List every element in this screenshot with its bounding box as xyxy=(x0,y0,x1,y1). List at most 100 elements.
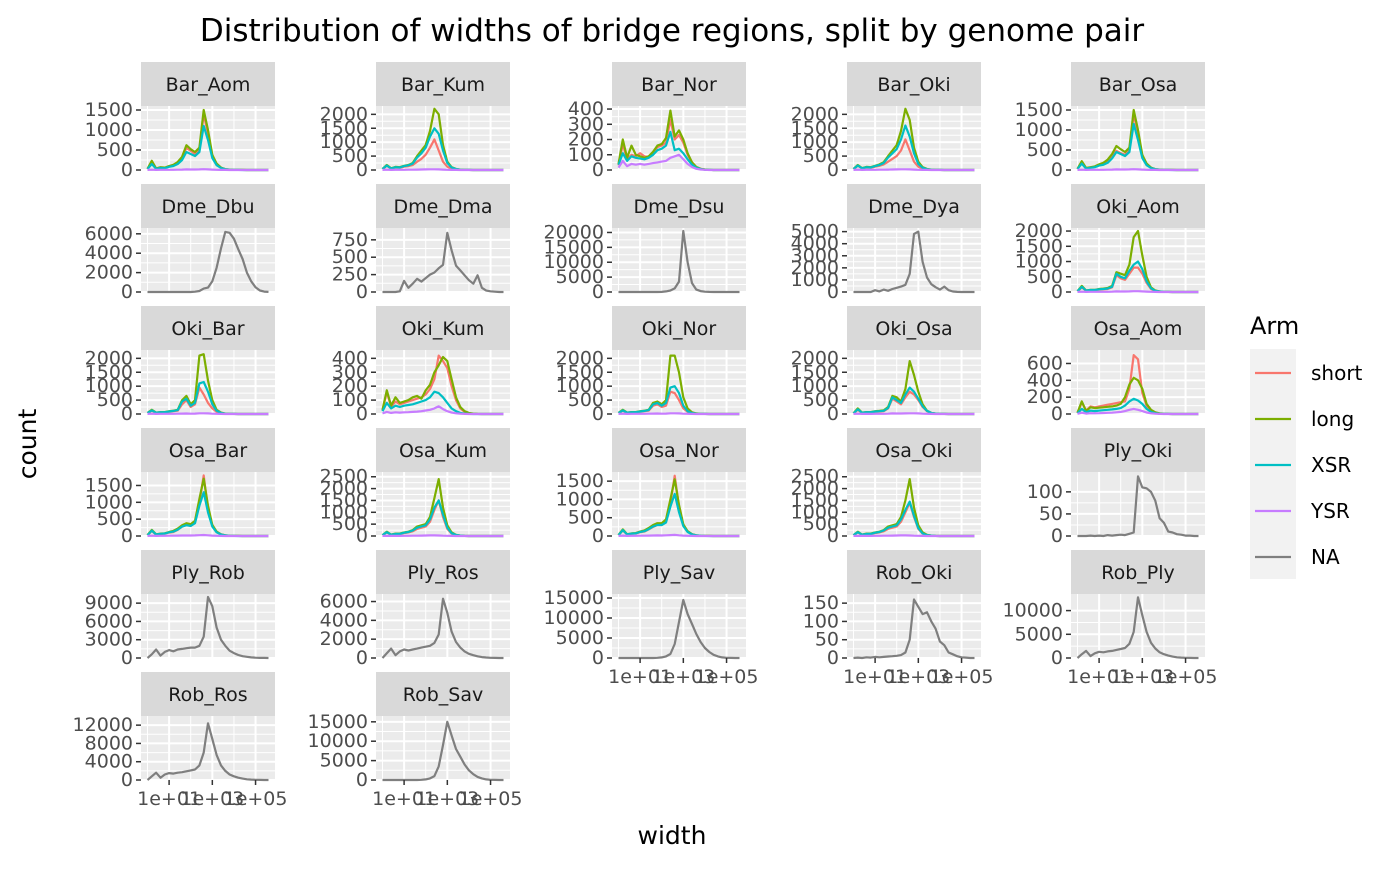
y-tick-label: 1500 xyxy=(85,361,133,383)
y-tick-label: 1500 xyxy=(556,361,604,383)
x-tick-label: 1e+01 xyxy=(608,666,672,688)
y-tick-label: 15000 xyxy=(544,587,604,609)
x-tick-label: 1e+03 xyxy=(886,666,950,688)
strip-background xyxy=(376,62,510,106)
strip-label: Ply_Rob xyxy=(171,562,245,584)
y-tick-label: 2000 xyxy=(320,478,368,500)
legend-label-short: short xyxy=(1311,361,1363,385)
y-tick-label: 15000 xyxy=(308,711,368,733)
y-tick-label: 0 xyxy=(356,281,368,303)
y-tick-label: 500 xyxy=(97,508,133,530)
strip-background xyxy=(1071,62,1205,106)
x-tick-label: 1e+05 xyxy=(1154,666,1218,688)
strip-label: Dme_Dbu xyxy=(161,196,254,218)
series-line-YSR xyxy=(617,153,740,172)
y-tick-label: 400 xyxy=(332,347,368,369)
strip-label: Dme_Dya xyxy=(868,196,960,218)
facet-panels: Bar_Aom050010001500Bar_Kum05001000150020… xyxy=(73,62,1218,810)
y-tick-label: 500 xyxy=(568,389,604,411)
y-tick-label: 2000 xyxy=(791,478,839,500)
strip-background xyxy=(612,306,746,350)
y-tick-label: 0 xyxy=(121,159,133,181)
strip-background xyxy=(1071,550,1205,594)
y-tick-label: 1500 xyxy=(85,99,133,121)
y-tick-label: 50 xyxy=(1039,503,1063,525)
y-tick-label: 2000 xyxy=(320,103,368,125)
legend-keys: short long XSR YSR NA xyxy=(1250,349,1363,579)
y-tick-label: 0 xyxy=(592,403,604,425)
legend-label-XSR: XSR xyxy=(1311,453,1351,477)
strip-label: Bar_Nor xyxy=(641,74,717,96)
series-line-NA xyxy=(853,230,975,294)
y-tick-label: 1500 xyxy=(791,489,839,511)
strip-background xyxy=(612,550,746,594)
y-tick-label: 2000 xyxy=(320,628,368,650)
y-tick-label: 0 xyxy=(1051,403,1063,425)
strip-background xyxy=(847,550,981,594)
x-tick-label: 1e+05 xyxy=(224,788,288,810)
legend: Arm short long XSR YSR NA xyxy=(1250,312,1363,579)
series-line-YSR xyxy=(1077,168,1199,172)
strip-label: Osa_Kum xyxy=(399,440,487,462)
series-line-YSR xyxy=(853,412,975,416)
y-tick-label: 0 xyxy=(121,769,133,791)
series-line-NA xyxy=(382,720,504,782)
y-tick-label: 0 xyxy=(592,525,604,547)
y-tick-label: 6000 xyxy=(85,223,133,245)
series-line-YSR xyxy=(147,533,269,538)
strip-background xyxy=(1071,306,1205,350)
y-tick-label: 5000 xyxy=(320,750,368,772)
y-tick-label: 0 xyxy=(592,281,604,303)
y-tick-label: 500 xyxy=(1027,139,1063,161)
series-line-YSR xyxy=(147,168,269,172)
y-tick-label: 0 xyxy=(356,159,368,181)
x-axis-title: width xyxy=(638,821,707,850)
y-tick-label: 1500 xyxy=(320,489,368,511)
strip-label: Ply_Ros xyxy=(407,562,478,584)
y-tick-label: 1500 xyxy=(791,361,839,383)
series-line-YSR xyxy=(382,168,504,172)
panel-background xyxy=(612,350,746,414)
series-line-NA xyxy=(146,722,269,782)
y-tick-label: 1000 xyxy=(85,119,133,141)
y-tick-label: 5000 xyxy=(1015,623,1063,645)
strip-background xyxy=(847,184,981,228)
y-tick-label: 600 xyxy=(1027,352,1063,374)
strip-background xyxy=(141,428,275,472)
legend-title: Arm xyxy=(1250,312,1299,340)
y-tick-label: 9000 xyxy=(85,592,133,614)
strip-background xyxy=(376,550,510,594)
y-tick-label: 5000 xyxy=(791,221,839,243)
strip-label: Oki_Aom xyxy=(1096,196,1180,218)
y-tick-label: 1000 xyxy=(1015,119,1063,141)
y-tick-label: 0 xyxy=(1051,525,1063,547)
y-tick-label: 0 xyxy=(1051,281,1063,303)
y-tick-label: 0 xyxy=(592,647,604,669)
series-line-YSR xyxy=(1077,407,1199,416)
strip-label: Bar_Osa xyxy=(1099,74,1178,96)
strip-label: Oki_Nor xyxy=(642,318,717,340)
y-tick-label: 500 xyxy=(568,507,604,529)
strip-label: Rob_Oki xyxy=(876,562,953,584)
panel-background xyxy=(847,350,981,414)
series-line-YSR xyxy=(853,168,975,172)
series-line-NA xyxy=(381,597,504,660)
y-tick-label: 1500 xyxy=(1015,99,1063,121)
y-tick-label: 500 xyxy=(332,513,368,535)
x-tick-label: 1e+03 xyxy=(415,788,479,810)
y-tick-label: 1000 xyxy=(791,501,839,523)
strip-label: Osa_Aom xyxy=(1094,318,1183,340)
legend-label-YSR: YSR xyxy=(1310,499,1350,523)
